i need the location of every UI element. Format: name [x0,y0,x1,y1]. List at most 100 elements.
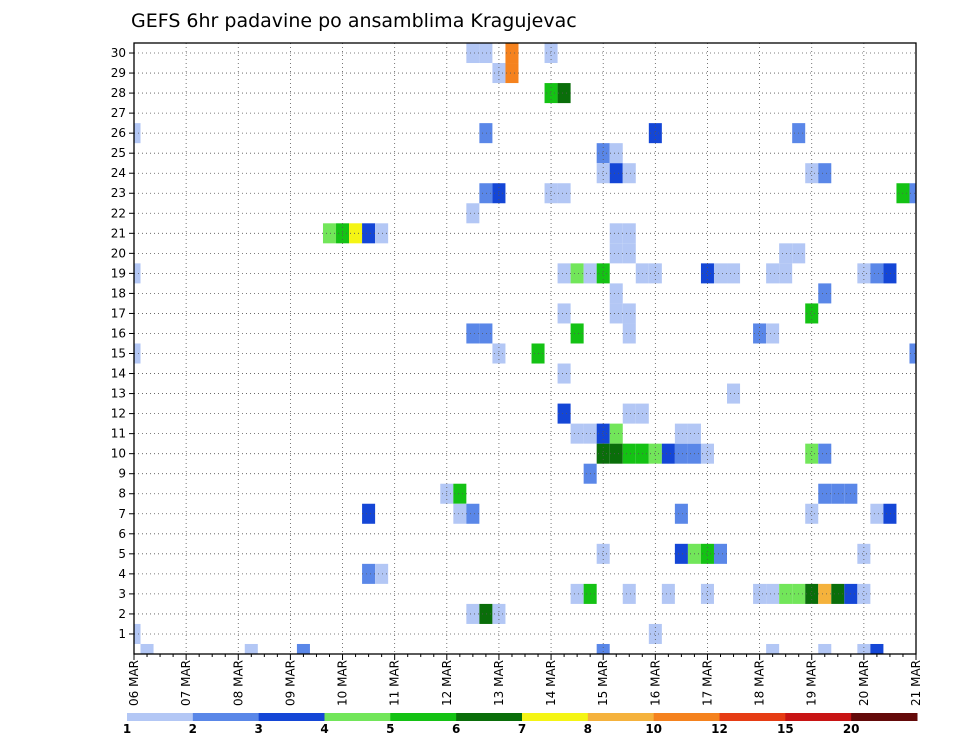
heatmap-cell [466,43,480,64]
heatmap-cell [805,163,819,184]
y-tick-label: 16 [111,326,126,340]
heatmap-cell [244,643,258,654]
heatmap-cell [766,323,780,344]
y-tick-label: 24 [111,166,126,180]
heatmap-cell [140,643,154,654]
heatmap-cell [818,643,832,654]
heatmap-cell [700,543,714,564]
heatmap-cell [453,483,467,504]
colorbar-swatch [258,713,325,721]
y-tick-label: 4 [118,567,126,581]
x-tick-label: 06 MAR [127,660,141,706]
heatmap-cell [818,163,832,184]
heatmap-cell [779,583,793,604]
heatmap-cell [609,443,623,464]
heatmap-cell [479,123,493,144]
x-tick-label: 21 MAR [909,660,923,706]
y-tick-label: 28 [111,86,126,100]
heatmap-cell [596,143,610,164]
x-tick-label: 11 MAR [388,660,402,706]
x-tick-label: 07 MAR [179,660,193,706]
colorbar-label: 3 [254,722,262,736]
y-tick-label: 30 [111,46,126,60]
y-tick-label: 15 [111,347,126,361]
y-tick-label: 21 [111,226,126,240]
heatmap-cell [713,263,728,284]
heatmap-cell [505,63,519,84]
heatmap-cell [596,163,610,184]
colorbar-swatch [851,713,918,721]
heatmap-cell [544,43,558,64]
heatmap-cell [805,583,819,604]
heatmap-cell [609,163,623,184]
y-tick-label: 19 [111,266,126,280]
colorbar-swatch [324,713,391,721]
x-tick-label: 16 MAR [648,660,662,706]
y-tick-label: 27 [111,106,126,120]
colorbar-swatch [192,713,260,721]
heatmap-cell [622,323,636,344]
colorbar-label: 8 [584,722,592,736]
heatmap-cell [557,263,571,284]
y-tick-label: 10 [111,447,126,461]
heatmap-cell [622,243,636,264]
heatmap-cell [700,583,714,604]
heatmap-cell [479,603,493,624]
y-tick-label: 29 [111,66,126,80]
heatmap-cell [622,163,636,184]
heatmap-cell [479,43,493,64]
heatmap-cell [700,443,714,464]
y-tick-label: 9 [118,467,126,481]
y-tick-label: 25 [111,146,126,160]
heatmap-cell [753,323,767,344]
heatmap-cell [713,543,728,564]
heatmap-cell [609,303,623,324]
y-tick-label: 18 [111,286,126,300]
heatmap-cell [609,143,623,164]
heatmap-cell [134,263,141,284]
colorbar-legend: 1 2 3 4 5 6 7 8 10 12 15 20 [123,713,918,736]
heatmap-cell [753,583,767,604]
heatmap-cell [375,223,389,244]
heatmap-cell [453,503,467,524]
heatmap-cell [766,263,780,284]
heatmap-cell [134,623,141,644]
x-axis: 06 MAR 07 MAR 08 MAR 09 MAR 10 MAR 11 MAR 12 M… [127,654,923,706]
colorbar-label: 10 [645,722,662,736]
y-tick-label: 23 [111,186,126,200]
heatmap-cell [570,323,584,344]
y-tick-label: 13 [111,387,126,401]
heatmap-cell [857,543,871,564]
heatmap-cell [870,263,884,284]
heatmap-cell [544,183,558,204]
heatmap-cell [466,603,480,624]
colorbar-label: 6 [452,722,460,736]
heatmap-cell [883,263,897,284]
colorbar-label: 1 [123,722,131,736]
colorbar-label: 20 [843,722,860,736]
colorbar-swatch [456,713,523,721]
y-tick-label: 22 [111,206,126,220]
y-tick-label: 8 [118,487,126,501]
heatmap-cell [674,543,688,564]
y-axis: 1234567891011121314151617181920212223242… [111,46,134,641]
heatmap-cell [596,543,610,564]
heatmap-cell [609,243,623,264]
y-tick-label: 7 [118,507,126,521]
y-tick-label: 3 [118,587,126,601]
heatmap-cell [622,583,636,604]
heatmap-cell [622,223,636,244]
heatmap-cell [362,223,376,244]
heatmap-cell [674,443,688,464]
y-tick-label: 17 [111,306,126,320]
x-tick-label: 20 MAR [857,660,871,706]
heatmap-cell [818,443,832,464]
heatmap-cell [818,283,832,304]
heatmap-cell [134,123,141,144]
colorbar-swatch [653,713,720,721]
heatmap-cell [622,443,636,464]
y-tick-label: 26 [111,126,126,140]
heatmap-cell [831,583,845,604]
y-tick-label: 6 [118,527,126,541]
